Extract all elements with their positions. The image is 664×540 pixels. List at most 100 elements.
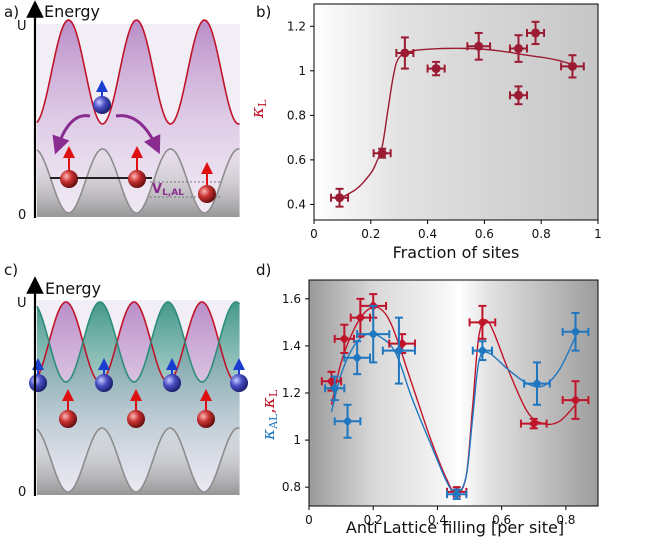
x-tick-label: 0.4 (418, 227, 437, 241)
panel-c-u-label: U (17, 296, 27, 311)
data-point (381, 316, 416, 385)
data-marker (570, 395, 581, 406)
panel-b-ylabel: κL (248, 99, 269, 119)
data-point (343, 340, 372, 376)
panel-a-zero-label: 0 (18, 208, 26, 223)
data-marker (335, 193, 345, 203)
data-marker (339, 333, 350, 344)
data-point (324, 375, 346, 402)
panel-b-frame (313, 3, 599, 221)
data-point (426, 60, 446, 77)
v-label: VL,AL (152, 182, 184, 198)
data-marker (431, 64, 441, 74)
lattice-potential-fill (37, 149, 240, 217)
y-tick-label: 1 (293, 433, 301, 447)
x-tick-label: 0.8 (532, 227, 551, 241)
red-atom-icon (197, 389, 215, 428)
data-marker (393, 345, 404, 356)
data-point (508, 34, 528, 63)
data-point (446, 488, 468, 500)
panel-c-energy-label: Energy (45, 279, 101, 298)
hop-arrow-right-icon (115, 114, 161, 155)
x-tick-label: 1 (594, 227, 602, 241)
data-point (508, 85, 528, 106)
data-marker (474, 41, 484, 51)
lattice-potential-curve (36, 148, 240, 214)
x-tick-label: 0.8 (556, 513, 575, 527)
blue-atom-icon (95, 358, 113, 392)
data-marker (400, 48, 410, 58)
red-atom-icon (198, 162, 216, 203)
data-marker (570, 326, 581, 337)
data-marker (368, 329, 379, 340)
blue-atom-icon (29, 358, 47, 392)
x-tick-label: 0 (310, 227, 318, 241)
data-point (561, 311, 590, 352)
anti-lattice-potential-curve (36, 19, 240, 125)
y-tick-label: 1.2 (287, 19, 306, 33)
data-point (523, 361, 551, 406)
y-tick-label: 1.2 (282, 386, 301, 400)
data-marker (513, 90, 523, 100)
y-tick-label: 1.4 (282, 339, 301, 353)
data-point (519, 417, 548, 430)
lattice-potential-curve (36, 427, 240, 493)
blue-atom-icon (230, 358, 248, 392)
y-tick-label: 1 (298, 64, 306, 78)
data-marker (477, 317, 488, 328)
x-tick-label: 0.2 (364, 513, 383, 527)
panel-b-xlabel: Fraction of sites (393, 243, 520, 262)
panel-d-plot-area (309, 280, 598, 506)
data-point (356, 304, 391, 364)
panel-a-energy-label: Energy (44, 2, 100, 21)
data-marker (451, 489, 462, 500)
panel-c-zero-label: 0 (18, 485, 26, 500)
red-atom-icon (127, 389, 145, 428)
data-point (468, 304, 497, 340)
data-point (466, 31, 492, 61)
data-point (526, 20, 546, 46)
x-tick-label: 0 (305, 513, 313, 527)
data-marker (567, 61, 577, 71)
data-point (333, 323, 355, 354)
x-tick-label: 0.6 (492, 513, 511, 527)
y-tick-label: 0.6 (287, 153, 306, 167)
panel-a-u-label: U (17, 19, 27, 34)
data-marker (377, 148, 387, 158)
panel-d-tag: d) (256, 261, 271, 279)
panel-b-tag: b) (256, 3, 271, 21)
data-marker (355, 312, 366, 323)
data-marker (342, 416, 353, 427)
y-tick-label: 0.4 (287, 197, 306, 211)
data-point (372, 147, 392, 159)
data-point (395, 36, 415, 70)
y-tick-label: 1.6 (282, 292, 301, 306)
x-tick-label: 0.4 (428, 513, 447, 527)
second-anti-lattice-curve (36, 301, 241, 383)
panel-d-frame (308, 279, 599, 507)
panel-c-tag: c) (4, 261, 18, 279)
panel-d-ylabel: κAL,κL (259, 389, 280, 441)
data-point (330, 187, 350, 208)
panel-a-tag: a) (4, 3, 19, 21)
y-tick-label: 0.8 (287, 108, 306, 122)
red-atom-icon (128, 146, 146, 188)
data-point (560, 54, 585, 79)
panel-c: c) Energy U 0 (4, 261, 248, 500)
data-point (471, 340, 494, 362)
x-tick-label: 0.6 (475, 227, 494, 241)
blue-atom-icon (163, 358, 181, 392)
red-atom-icon (60, 146, 78, 188)
panel-d: d) 0 0.2 0.4 0.6 0.8 0.8 1 1.2 1.4 1.6 Anti Latti… (256, 261, 599, 537)
data-marker (513, 44, 523, 54)
data-point (333, 403, 362, 439)
data-marker (352, 352, 363, 363)
data-marker (531, 378, 542, 389)
blue-atom-icon (93, 80, 111, 114)
panel-a: a) Energy U 0 VL,AL (4, 0, 240, 223)
anti-lattice-potential-curve (36, 301, 241, 383)
data-marker (528, 418, 539, 429)
data-marker (477, 345, 488, 356)
hop-arrow-left-icon (52, 114, 91, 155)
data-marker (329, 383, 340, 394)
